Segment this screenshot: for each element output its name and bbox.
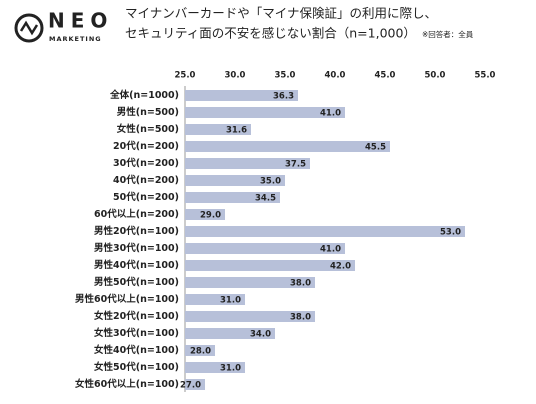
value-label: 29.0 [200, 211, 221, 221]
category-label: 全体(n=1000) [109, 89, 179, 101]
value-label: 37.5 [285, 160, 306, 170]
bar [185, 90, 298, 101]
category-label: 30代(n=200) [113, 157, 179, 169]
category-label: 40代(n=200) [113, 174, 179, 186]
logo-name: NEO [48, 9, 113, 33]
bar [185, 260, 355, 271]
logo-mark [14, 13, 44, 43]
bar [185, 277, 315, 288]
value-label: 45.5 [365, 143, 386, 153]
bar [185, 294, 245, 305]
category-label: 50代(n=200) [113, 191, 179, 203]
category-label: 女性40代(n=100) [94, 344, 179, 356]
bar [185, 311, 315, 322]
value-label: 31.6 [226, 126, 247, 136]
value-label: 42.0 [330, 262, 351, 272]
bar [185, 107, 345, 118]
value-label: 41.0 [320, 109, 341, 119]
bar [185, 379, 205, 390]
value-label: 31.0 [220, 296, 241, 306]
bar [185, 345, 215, 356]
x-tick-label: 45.0 [375, 71, 396, 81]
category-label: 女性50代(n=100) [94, 361, 179, 373]
chart-title: マイナンバーカードや「マイナ保険証」の利用に際し、 [125, 6, 437, 21]
bar [185, 158, 310, 169]
value-label: 41.0 [320, 245, 341, 255]
x-tick-label: 30.0 [225, 71, 246, 81]
category-label: 女性(n=500) [117, 123, 179, 135]
category-label: 男性40代(n=100) [94, 259, 179, 271]
value-label: 35.0 [260, 177, 281, 187]
value-label: 34.0 [250, 330, 271, 340]
bar [185, 328, 275, 339]
category-label: 男性60代以上(n=100) [75, 293, 179, 305]
bar [185, 362, 245, 373]
category-label: 女性20代(n=100) [94, 310, 179, 322]
value-label: 38.0 [290, 313, 311, 323]
logo: NEO MARKETING [14, 9, 113, 43]
logo-zigzag [19, 20, 39, 36]
value-label: 53.0 [440, 228, 461, 238]
logo-sub: MARKETING [49, 35, 102, 43]
x-tick-label: 55.0 [475, 71, 496, 81]
x-tick-label: 35.0 [275, 71, 296, 81]
category-label: 男性30代(n=100) [94, 242, 179, 254]
bar [185, 124, 251, 135]
category-label: 男性50代(n=100) [94, 276, 179, 288]
bar [185, 141, 390, 152]
note: ※回答者：全員 [422, 29, 474, 39]
category-label: 20代(n=200) [113, 140, 179, 152]
bar [185, 209, 225, 220]
x-tick-label: 40.0 [325, 71, 346, 81]
value-label: 31.0 [220, 364, 241, 374]
bar [185, 243, 345, 254]
bar [185, 192, 280, 203]
value-label: 28.0 [190, 347, 211, 357]
x-tick-label: 50.0 [425, 71, 446, 81]
bar [185, 175, 285, 186]
category-label: 男性(n=500) [117, 106, 179, 118]
value-label: 27.0 [180, 381, 201, 391]
value-label: 34.5 [255, 194, 276, 204]
category-label: 60代以上(n=200) [94, 208, 179, 220]
category-label: 男性20代(n=100) [94, 225, 179, 237]
chart-subtitle: セキュリティ面の不安を感じない割合（n=1,000） [125, 26, 416, 41]
x-tick-label: 25.0 [175, 71, 196, 81]
value-label: 36.3 [273, 92, 294, 102]
bar [185, 226, 465, 237]
category-label: 女性30代(n=100) [94, 327, 179, 339]
category-label: 女性60代以上(n=100) [75, 378, 179, 390]
value-label: 38.0 [290, 279, 311, 289]
